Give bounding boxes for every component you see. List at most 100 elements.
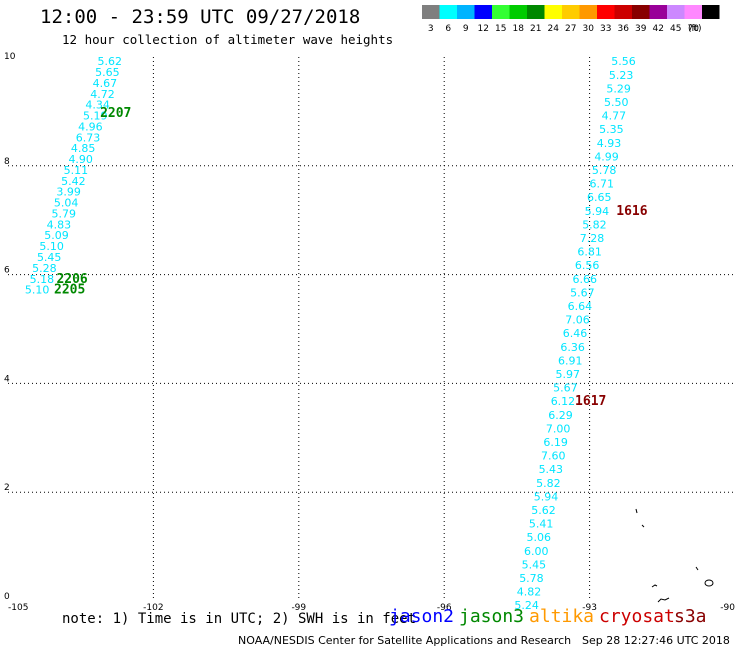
wave-height-value: 5.79 xyxy=(51,207,76,220)
wave-height-value: 4.83 xyxy=(47,218,72,231)
wave-height-value: 5.56 xyxy=(611,55,636,68)
scale-label: 42 xyxy=(653,24,664,34)
wave-height-value: 5.19 xyxy=(83,110,108,123)
wave-height-value: 6.64 xyxy=(568,300,593,313)
scale-label: 12 xyxy=(478,24,489,34)
scale-swatch xyxy=(632,5,650,19)
scale-swatch xyxy=(562,5,580,19)
wave-height-value: 6.12 xyxy=(551,395,576,408)
coastline-mark xyxy=(695,566,699,571)
grid-lines xyxy=(8,57,735,601)
wave-height-value: 5.23 xyxy=(609,69,634,82)
scale-swatch xyxy=(457,5,475,19)
pass-time-label: 1617 xyxy=(575,394,606,409)
wave-height-value: 7.00 xyxy=(546,422,571,435)
wave-height-value: 5.24 xyxy=(514,599,539,610)
wave-height-value: 6.91 xyxy=(558,354,583,367)
y-tick-label: 10 xyxy=(4,52,16,62)
coastline-mark xyxy=(641,524,645,528)
wave-height-value: 4.99 xyxy=(594,150,619,163)
generation-timestamp: Sep 28 12:27:46 UTC 2018 xyxy=(582,634,730,647)
scale-unit: (ft) xyxy=(688,24,702,34)
wave-height-value: 5.04 xyxy=(54,197,79,210)
satellite-altika: altika xyxy=(529,606,595,627)
scale-swatch xyxy=(649,5,667,19)
wave-height-value: 6.71 xyxy=(589,178,614,191)
wave-height-value: 5.41 xyxy=(529,518,554,531)
wave-height-value: 5.67 xyxy=(570,286,595,299)
wave-height-value: 5.42 xyxy=(61,175,86,188)
scale-swatch xyxy=(579,5,597,19)
wave-height-value: 5.78 xyxy=(592,164,617,177)
wave-height-value: 7.60 xyxy=(541,450,566,463)
wave-height-value: 4.72 xyxy=(90,88,115,101)
wave-height-values: 5.625.654.674.724.345.194.966.734.854.90… xyxy=(25,55,636,610)
wave-height-value: 6.00 xyxy=(524,545,549,558)
y-tick-label: 0 xyxy=(4,592,10,602)
wave-height-value: 6.73 xyxy=(76,131,101,144)
scale-swatch xyxy=(474,5,492,19)
x-tick-label: -105 xyxy=(8,603,28,610)
satellite-cryosat: cryosat xyxy=(599,606,675,627)
scale-swatch xyxy=(422,5,440,19)
wave-height-value: 5.94 xyxy=(534,490,559,503)
wave-height-value: 4.93 xyxy=(597,137,622,150)
footer-note: note: 1) Time is in UTC; 2) SWH is in fe… xyxy=(62,611,417,627)
scale-swatch xyxy=(509,5,527,19)
wave-height-value: 5.06 xyxy=(526,531,551,544)
scale-swatch xyxy=(439,5,457,19)
satellite-jason3: jason3 xyxy=(459,606,525,627)
wave-height-value: 5.62 xyxy=(531,504,556,517)
wave-height-value: 6.65 xyxy=(587,191,612,204)
coastline-mark xyxy=(635,508,638,514)
wave-height-value: 4.77 xyxy=(602,110,627,123)
wave-height-value: 5.67 xyxy=(553,382,578,395)
coastline-mark xyxy=(651,584,658,588)
chart-title: 12:00 - 23:59 UTC 09/27/2018 xyxy=(40,6,361,28)
scale-label: 30 xyxy=(583,24,595,34)
scale-label: 6 xyxy=(445,24,451,34)
satellite-jason2: jason2 xyxy=(389,606,455,627)
y-tick-label: 4 xyxy=(4,374,10,384)
scale-label: 45 xyxy=(670,24,681,34)
scale-label: 3 xyxy=(428,24,434,34)
x-tick-label: -90 xyxy=(720,603,735,610)
wave-height-value: 3.99 xyxy=(56,186,81,199)
pass-time-label: 2206 xyxy=(56,272,87,287)
pass-time-labels: 2207220622051616161716181619 xyxy=(54,106,648,409)
scale-swatch xyxy=(614,5,632,19)
wave-height-value: 5.28 xyxy=(32,262,57,275)
wave-height-value: 6.19 xyxy=(543,436,568,449)
wave-height-value: 4.90 xyxy=(68,153,93,166)
wave-height-value: 6.81 xyxy=(577,246,602,259)
scale-label: 33 xyxy=(600,24,611,34)
wave-height-value: 5.45 xyxy=(37,251,62,264)
y-tick-label: 8 xyxy=(4,157,10,167)
color-scale-legend: 3 6 9 12 15 18 21 24 27 30 33 36 39 42 45 70(ft) xyxy=(422,5,720,34)
wave-height-value: 6.29 xyxy=(548,409,573,422)
scale-label: 21 xyxy=(530,24,541,34)
scale-swatch xyxy=(492,5,510,19)
scale-label: 15 xyxy=(495,24,506,34)
pass-time-label: 2207 xyxy=(100,106,131,121)
x-tick-label: -99 xyxy=(291,603,306,610)
wave-height-value: 5.10 xyxy=(25,284,50,297)
wave-height-value: 5.50 xyxy=(604,96,629,109)
scale-label: 36 xyxy=(618,24,630,34)
scale-swatch xyxy=(667,5,685,19)
coastline-fragments xyxy=(635,508,714,603)
wave-height-value: 4.96 xyxy=(78,120,103,133)
wave-height-value: 6.66 xyxy=(573,273,598,286)
scale-label: 70 xyxy=(688,24,700,34)
wave-height-value: 5.10 xyxy=(39,240,64,253)
wave-height-value: 7.06 xyxy=(565,314,590,327)
scale-label: 18 xyxy=(513,24,525,34)
wave-height-value: 4.67 xyxy=(93,77,118,90)
satellite-s3a: s3a xyxy=(674,606,707,627)
wave-height-value: 5.18 xyxy=(30,273,55,286)
scale-swatch xyxy=(684,5,702,19)
wave-height-value: 5.35 xyxy=(599,123,624,136)
wave-height-value: 7.28 xyxy=(580,232,605,245)
wave-height-value: 5.82 xyxy=(536,477,561,490)
